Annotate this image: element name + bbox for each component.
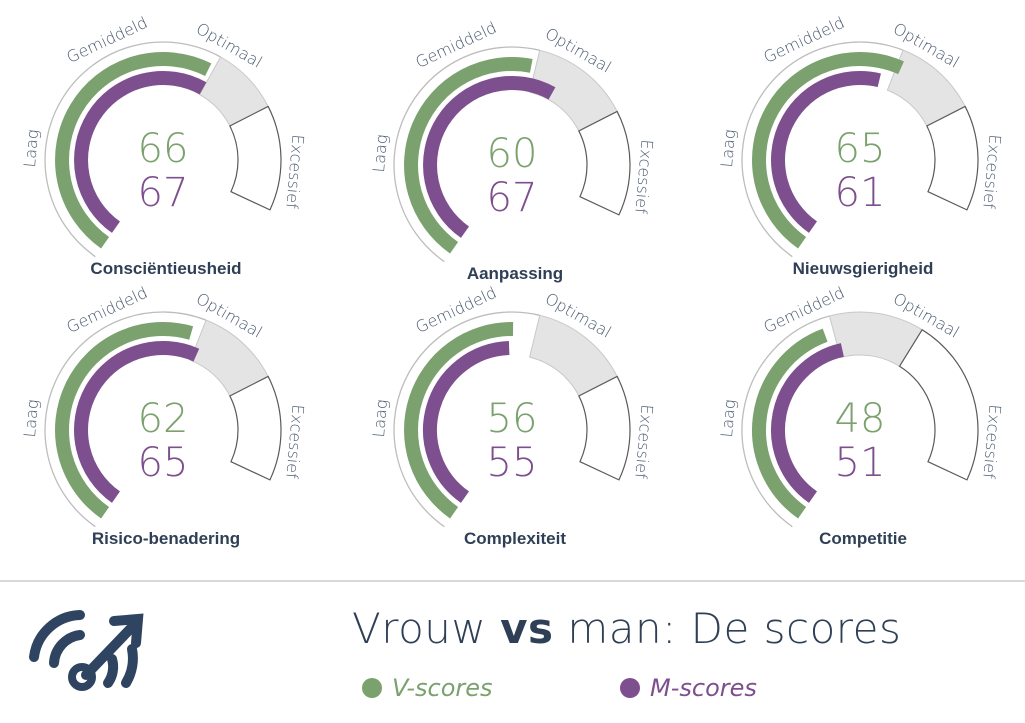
- bar-v-score: [752, 52, 904, 249]
- bar-m-score: [423, 76, 556, 238]
- bar-v-score: [752, 328, 828, 519]
- gauge-outline-arc: [44, 311, 207, 528]
- footer-divider: [0, 580, 1025, 582]
- bar-v-score: [55, 322, 194, 519]
- gauge-outline-arc: [741, 41, 904, 258]
- gauge-outline-arc: [393, 311, 540, 528]
- zone-label: Excessief: [979, 134, 1004, 210]
- value-v-score: 60: [487, 131, 538, 177]
- gauge-zone-excessive: [578, 375, 631, 481]
- bar-v-score: [404, 57, 533, 254]
- value-m-score: 61: [835, 170, 886, 216]
- bar-v-score: [404, 322, 514, 519]
- gauge-label: Aanpassing: [467, 264, 563, 283]
- gauge-label: Risico-benadering: [92, 529, 240, 548]
- value-v-score: 48: [835, 396, 886, 442]
- value-m-score: 51: [835, 440, 886, 486]
- bar-m-score: [771, 343, 845, 503]
- bar-m-score: [771, 71, 881, 233]
- value-m-score: 65: [138, 440, 189, 486]
- gauge-zone-excessive: [229, 105, 282, 211]
- zone-label: Excessief: [631, 404, 656, 480]
- bar-m-score: [74, 71, 207, 233]
- bar-m-score: [74, 341, 200, 503]
- legend-m-dot: [620, 678, 640, 698]
- zone-label: Laag: [717, 129, 739, 169]
- gauge-zone-excessive: [898, 328, 979, 481]
- value-m-score: 67: [487, 175, 538, 221]
- footer-title: Vrouw vs man: De scores: [352, 604, 902, 653]
- zone-label: Laag: [20, 399, 42, 439]
- gauge-zone-excessive: [229, 375, 282, 481]
- gauge-zone-excessive: [926, 105, 979, 211]
- bar-m-score: [423, 341, 510, 503]
- legend-v-dot: [362, 678, 382, 698]
- gauge-zone-excessive: [578, 110, 631, 216]
- value-v-score: 62: [138, 396, 189, 442]
- legend-m-label: M-scores: [650, 674, 757, 702]
- legend-m: M-scores: [620, 672, 757, 704]
- gauge-outline-arc: [741, 315, 830, 528]
- zone-label: Excessief: [282, 404, 307, 480]
- gauge-label: Nieuwsgierigheid: [793, 259, 934, 278]
- zone-label: Excessief: [979, 404, 1004, 480]
- legend-v: V-scores: [362, 672, 493, 704]
- zone-label: Laag: [20, 129, 42, 169]
- value-v-score: 56: [487, 396, 538, 442]
- gauge-label: Competitie: [819, 529, 907, 548]
- zone-label: Excessief: [631, 139, 656, 215]
- zone-label: Laag: [717, 399, 739, 439]
- zone-label: Laag: [369, 399, 391, 439]
- zone-label: Excessief: [282, 134, 307, 210]
- value-v-score: 65: [835, 126, 886, 172]
- value-v-score: 66: [138, 126, 189, 172]
- bar-v-score: [55, 52, 212, 249]
- gauge-label: Consciëntieusheid: [90, 259, 241, 278]
- gauge-outline-arc: [44, 41, 221, 258]
- legend-v-label: V-scores: [392, 674, 493, 702]
- value-m-score: 67: [138, 170, 189, 216]
- gauge-outline-arc: [393, 46, 540, 263]
- gauge-label: Complexiteit: [464, 529, 566, 548]
- speedometer-arrow-icon: [29, 610, 144, 691]
- zone-label: Laag: [369, 134, 391, 174]
- value-m-score: 55: [487, 440, 538, 486]
